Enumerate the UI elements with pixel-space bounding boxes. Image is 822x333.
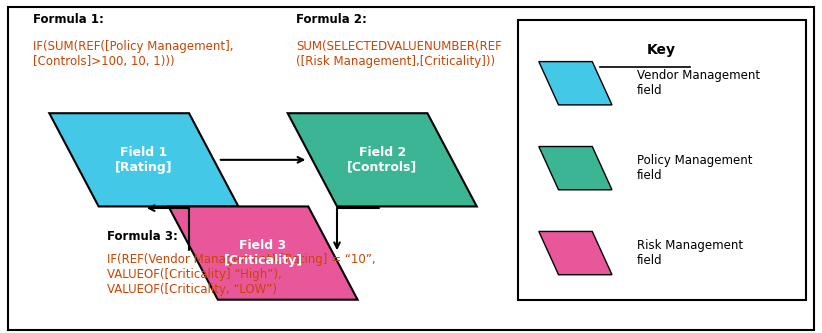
Text: Policy Management
field: Policy Management field xyxy=(637,154,753,182)
Polygon shape xyxy=(539,147,612,190)
Text: Formula 3:: Formula 3: xyxy=(107,230,178,243)
Polygon shape xyxy=(49,113,238,206)
Text: IF(REF(Vendor Management),[Rating] = “10”,
VALUEOF([Criticality] “High”),
VALUEO: IF(REF(Vendor Management),[Rating] = “10… xyxy=(107,253,376,296)
Text: Field 1
[Rating]: Field 1 [Rating] xyxy=(115,146,173,174)
Text: Formula 2:: Formula 2: xyxy=(296,13,367,26)
FancyBboxPatch shape xyxy=(8,7,814,330)
Text: Vendor Management
field: Vendor Management field xyxy=(637,69,760,97)
Text: Field 2
[Controls]: Field 2 [Controls] xyxy=(347,146,418,174)
Polygon shape xyxy=(539,231,612,275)
Text: Formula 1:: Formula 1: xyxy=(33,13,104,26)
Text: Key: Key xyxy=(647,43,677,57)
Text: IF(SUM(REF([Policy Management],
[Controls]>100, 10, 1))): IF(SUM(REF([Policy Management], [Control… xyxy=(33,40,233,68)
Text: Risk Management
field: Risk Management field xyxy=(637,239,743,267)
Polygon shape xyxy=(539,62,612,105)
Text: Field 3
[Criticality]: Field 3 [Criticality] xyxy=(224,239,302,267)
Polygon shape xyxy=(169,206,358,300)
FancyBboxPatch shape xyxy=(518,20,806,300)
Polygon shape xyxy=(288,113,477,206)
Text: SUM(SELECTEDVALUENUMBER(REF
([Risk Management],[Criticality])): SUM(SELECTEDVALUENUMBER(REF ([Risk Manag… xyxy=(296,40,501,68)
